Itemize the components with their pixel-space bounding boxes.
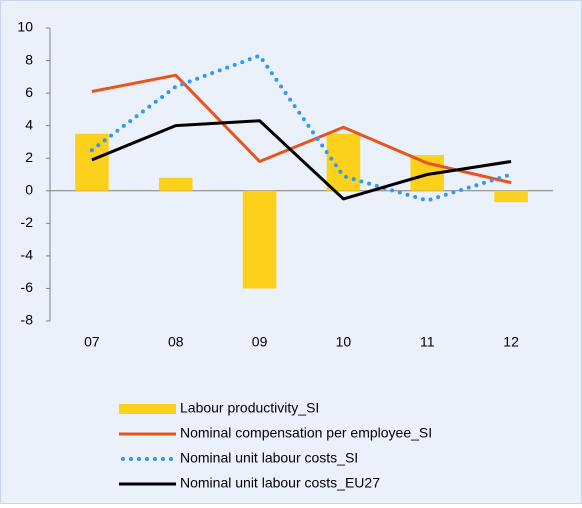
y-tick-label: 2 — [25, 149, 33, 165]
x-tick-label: 11 — [420, 334, 435, 350]
y-tick-label: -2 — [21, 214, 34, 230]
y-tick-label: -4 — [21, 247, 34, 263]
bar — [158, 177, 193, 191]
legend-label: Nominal unit labour costs_EU27 — [180, 475, 380, 491]
y-tick-label: 10 — [17, 19, 33, 35]
y-tick-label: 8 — [25, 51, 33, 67]
bar — [242, 190, 277, 289]
bar — [75, 133, 109, 191]
y-tick-label: 4 — [25, 116, 33, 132]
legend-label: Nominal unit labour costs_SI — [180, 450, 358, 466]
x-tick-label: 08 — [168, 334, 184, 350]
x-tick-label: 10 — [336, 334, 352, 350]
y-tick-label: 0 — [25, 181, 33, 197]
line — [91, 119, 512, 201]
line — [91, 73, 512, 185]
legend-swatch — [119, 404, 176, 414]
legend-label: Labour productivity_SI — [180, 400, 319, 416]
y-tick-label: 6 — [25, 84, 33, 100]
bar — [494, 190, 528, 203]
y-tick-label: -8 — [21, 312, 34, 328]
line — [89, 53, 514, 203]
legend-label: Nominal compensation per employee_SI — [180, 425, 432, 441]
bar — [326, 133, 361, 191]
x-tick-label: 09 — [252, 334, 268, 350]
y-tick-label: -6 — [21, 279, 34, 295]
x-tick-label: 12 — [503, 334, 519, 350]
x-tick-label: 07 — [84, 334, 100, 350]
